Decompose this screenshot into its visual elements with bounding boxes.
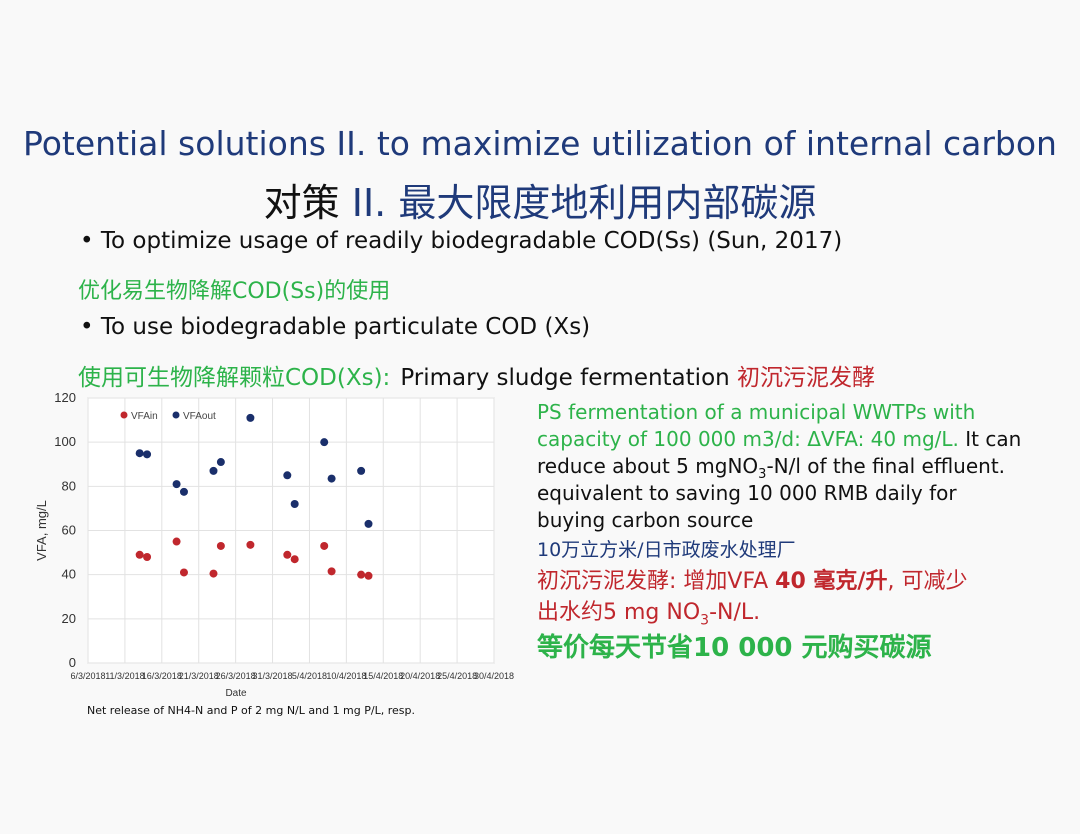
data-point-vfain (135, 550, 144, 559)
data-point-vfaout (209, 466, 218, 475)
legend-label: VFAin (131, 411, 158, 422)
data-point-vfain (209, 569, 218, 578)
bullet-1-cn: 优化易生物降解COD(Ss)的使用 (78, 279, 391, 304)
data-point-vfaout (216, 458, 225, 467)
title-cn-prefix: 对策 (263, 181, 352, 225)
title-cn-main: II. 最大限度地利用内部碳源 (351, 181, 817, 225)
right-text-line-7: 初沉污泥发酵: 增加VFA 40 毫克/升, 可减少 (537, 563, 967, 595)
x-tick-label: 11/3/2018 (105, 671, 144, 681)
x-tick-label: 15/4/2018 (363, 671, 403, 681)
right-text-3a: reduce about 5 mgNO (537, 454, 759, 478)
x-tick-label: 20/4/2018 (400, 671, 440, 681)
vfa-scatter-chart: 0 20 40 60 80 100 120 6/3/2018 11/3/201816/3/201… (34, 390, 514, 699)
right-text-8b: -N/L. (709, 600, 761, 625)
data-point-vfaout (357, 466, 366, 475)
right-text-3-sub: 3 (758, 467, 767, 482)
data-point-vfaout (246, 413, 255, 422)
data-point-vfain (327, 567, 336, 576)
data-point-vfain (143, 553, 152, 561)
data-point-vfain (246, 540, 255, 549)
bullet-2-red: 初沉污泥发酵 (737, 365, 876, 391)
y-tick-label: 80 (62, 478, 76, 493)
y-axis-label: VFA, mg/L (34, 500, 49, 561)
right-text-line-6: 10万立方米/日市政废水处理厂 (537, 539, 796, 561)
y-tick-label: 0 (69, 655, 76, 670)
slide-title-en: Potential solutions II. to maximize util… (23, 124, 1057, 163)
data-point-vfaout (327, 474, 336, 483)
y-tick-label: 20 (62, 611, 76, 626)
footnote: Net release of NH4-N and P of 2 mg N/L a… (87, 704, 415, 717)
right-text-8a: 出水约5 mg NO (537, 600, 701, 625)
right-text-line-5: buying carbon source (537, 508, 754, 532)
right-text-7b: 40 毫克/升 (775, 569, 888, 594)
legend-marker (120, 411, 128, 419)
right-text-2-black: It can (958, 427, 1022, 451)
x-tick-label: 6/3/2018 (70, 671, 105, 681)
bullet-2-cn: 使用可生物降解颗粒COD(Xs): (78, 365, 391, 391)
data-point-vfaout (320, 438, 329, 447)
right-text-line-2: capacity of 100 000 m3/d: ΔVFA: 40 mg/L.… (537, 427, 1021, 451)
data-point-vfain (290, 555, 299, 564)
data-point-vfaout (143, 450, 152, 459)
legend-label: VFAout (183, 411, 216, 422)
right-text-3b: -N/l of the final effluent. (766, 454, 1006, 478)
data-point-vfain (179, 568, 188, 577)
x-tick-label: 10/4/2018 (326, 671, 366, 681)
y-tick-label: 100 (54, 434, 76, 449)
data-point-vfain (216, 541, 225, 550)
x-tick-label: 5/4/2018 (292, 671, 327, 681)
right-text-line-1: PS fermentation of a municipal WWTPs wit… (537, 400, 976, 424)
x-tick-label: 21/3/2018 (179, 671, 219, 681)
bullet-2-en: Primary sludge fermentation (400, 365, 730, 391)
x-axis-label: Date (225, 688, 247, 699)
x-tick-label: 30/4/2018 (474, 671, 514, 681)
bullet-2-cn-line: 使用可生物降解颗粒COD(Xs): Primary sludge fermenta… (78, 358, 875, 392)
right-text-line-9: 等价每天节省10 000 元购买碳源 (537, 633, 932, 663)
x-tick-label: 16/3/2018 (142, 671, 182, 681)
bullet-2: • To use biodegradable particulate COD (… (80, 314, 591, 340)
right-text-8-sub: 3 (700, 612, 710, 629)
right-text-7a: 初沉污泥发酵: 增加VFA (537, 569, 776, 594)
data-point-vfaout (290, 500, 299, 508)
data-point-vfaout (283, 471, 292, 480)
data-point-vfain (357, 570, 366, 579)
right-text-line-4: equivalent to saving 10 000 RMB daily fo… (537, 481, 957, 505)
y-tick-label: 40 (62, 567, 76, 582)
data-point-vfain (320, 541, 329, 550)
data-point-vfain (364, 571, 373, 580)
data-point-vfaout (364, 519, 373, 528)
data-point-vfain (283, 550, 292, 559)
data-point-vfaout (172, 480, 181, 489)
legend-marker (172, 411, 180, 419)
data-point-vfaout (179, 487, 188, 496)
x-tick-label: 25/4/2018 (437, 671, 477, 681)
x-tick-label: 26/3/2018 (216, 671, 256, 681)
right-text-7c: , 可减少 (887, 569, 968, 594)
right-text-2-green: capacity of 100 000 m3/d: ΔVFA: 40 mg/L. (537, 427, 959, 451)
y-tick-label: 120 (54, 390, 76, 405)
bullet-1: • To optimize usage of readily biodegrad… (80, 228, 843, 254)
right-text-line-8: 出水约5 mg NO3-N/L. (537, 594, 760, 628)
y-tick-label: 60 (62, 523, 76, 538)
x-tick-label: 31/3/2018 (253, 671, 293, 681)
slide-title-cn: 对策 II. 最大限度地利用内部碳源 (0, 172, 1080, 227)
data-point-vfain (172, 537, 181, 546)
data-point-vfaout (135, 449, 144, 458)
right-text-line-3: reduce about 5 mgNO3-N/l of the final ef… (537, 454, 1005, 482)
